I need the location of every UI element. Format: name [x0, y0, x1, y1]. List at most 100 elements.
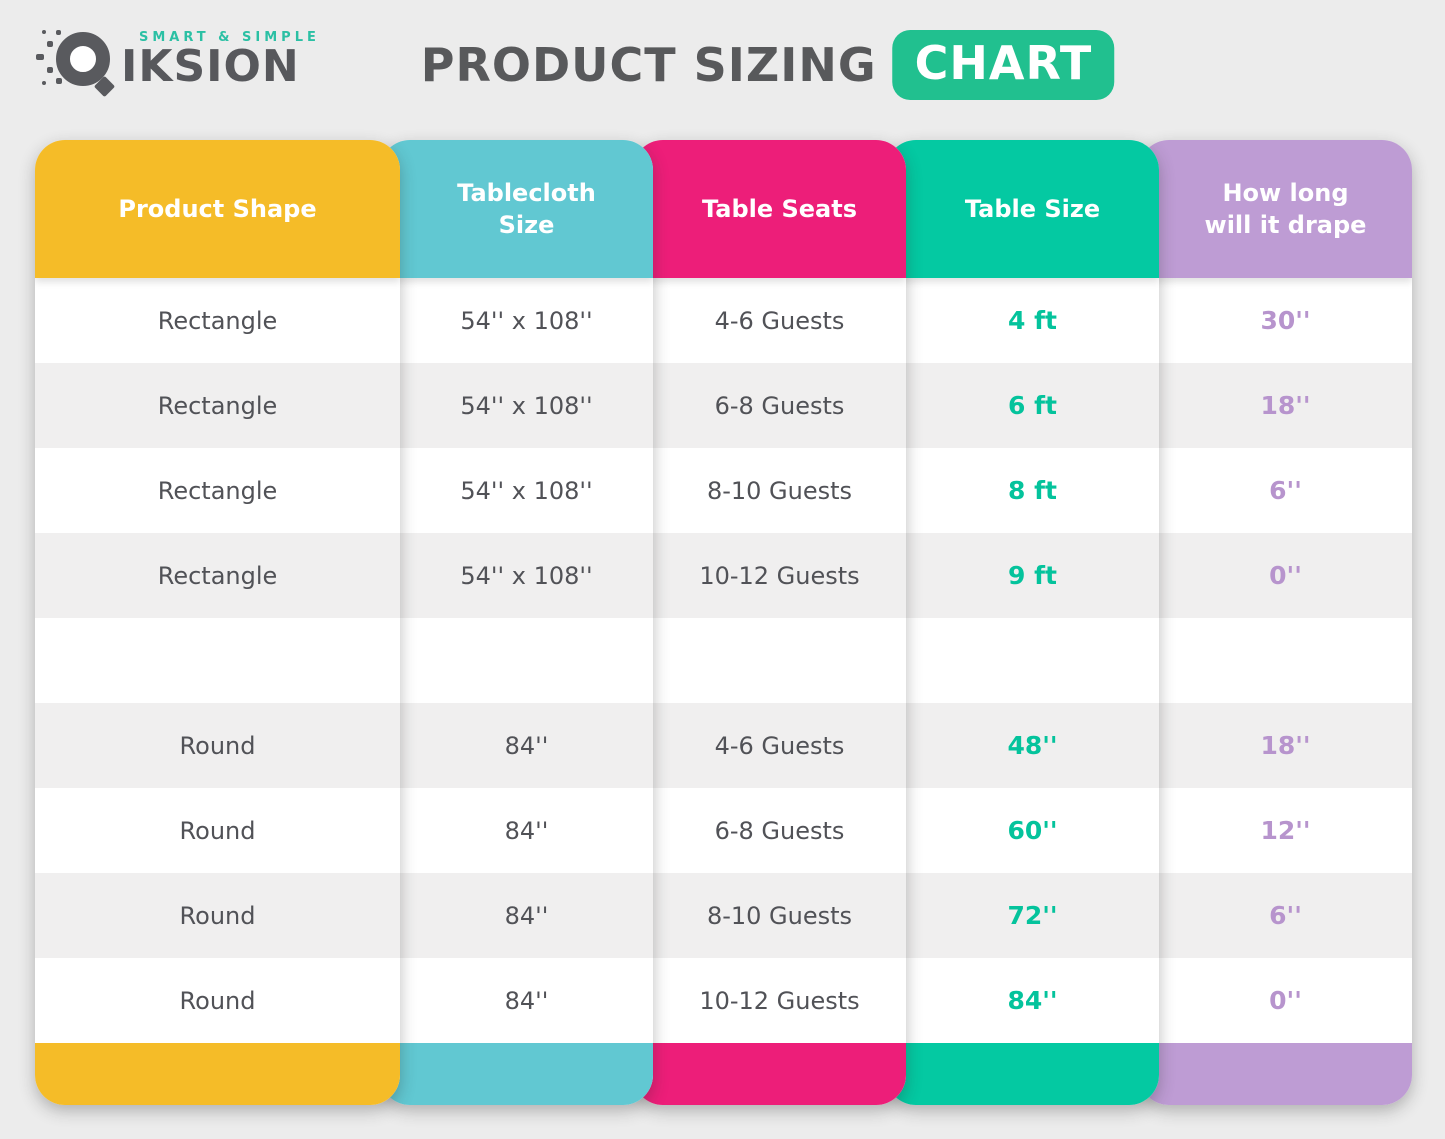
table-cell-drape: 6''	[1139, 448, 1412, 533]
cell-value: 4-6 Guests	[714, 731, 845, 760]
table-cell-size: 48''	[886, 703, 1159, 788]
cell-value: 84''	[504, 731, 549, 760]
magnifier-q-logo-icon	[36, 26, 118, 98]
cell-value: 54'' x 108''	[460, 306, 593, 335]
column-header-drape: How long will it drape	[1139, 140, 1412, 278]
table-cell-size: 60''	[886, 788, 1159, 873]
table-cell-size: 8 ft	[886, 448, 1159, 533]
column-footer-shape	[35, 1043, 400, 1105]
cell-value: 60''	[1007, 816, 1058, 845]
column-header-cloth: Tablecloth Size	[380, 140, 653, 278]
table-cell-cloth: 84''	[380, 703, 653, 788]
cell-value: 8 ft	[1008, 476, 1057, 505]
cell-value: 48''	[1007, 731, 1058, 760]
cell-value: 54'' x 108''	[460, 476, 593, 505]
column-header-seats: Table Seats	[633, 140, 906, 278]
cell-value: 10-12 Guests	[699, 561, 860, 590]
spacer-cell	[35, 618, 400, 703]
cell-value: 6-8 Guests	[714, 816, 845, 845]
table-cell-cloth: 54'' x 108''	[380, 363, 653, 448]
cell-value: 18''	[1260, 391, 1311, 420]
table-cell-seats: 10-12 Guests	[633, 533, 906, 618]
page-title: PRODUCT SIZING CHART	[421, 30, 1115, 100]
page-title-text: PRODUCT SIZING	[420, 38, 877, 92]
cell-value: Round	[179, 986, 256, 1015]
logo-tagline: SMART & SIMPLE	[139, 30, 320, 46]
cell-value: 6''	[1269, 476, 1302, 505]
cell-value: Rectangle	[157, 391, 278, 420]
cell-value: 12''	[1260, 816, 1311, 845]
table-cell-drape: 30''	[1139, 278, 1412, 363]
cell-value: Round	[179, 816, 256, 845]
cell-value: 0''	[1269, 986, 1302, 1015]
table-cell-shape: Rectangle	[35, 363, 400, 448]
table-cell-drape: 18''	[1139, 363, 1412, 448]
table-cell-cloth: 84''	[380, 873, 653, 958]
cell-value: 54'' x 108''	[460, 561, 593, 590]
column-card-shape: Product Shape Rectangle Rectangle Rectangle…	[35, 140, 400, 1105]
column-card-seats: Table Seats 4-6 Guests 6-8 Guests 8-10 Gues…	[633, 140, 906, 1105]
cell-value: Rectangle	[157, 306, 278, 335]
cell-value: 6''	[1269, 901, 1302, 930]
spacer-cell	[380, 618, 653, 703]
column-card-drape: How long will it drape 30'' 18'' 6'' 0'' 18''…	[1139, 140, 1412, 1105]
column-footer-drape	[1139, 1043, 1412, 1105]
column-card-size: Table Size 4 ft 6 ft 8 ft 9 ft 48'' 60'' 72'' 84…	[886, 140, 1159, 1105]
product-sizing-table: Product Shape Rectangle Rectangle Rectangle…	[35, 140, 1412, 1105]
cell-value: 9 ft	[1008, 561, 1057, 590]
column-footer-seats	[633, 1043, 906, 1105]
table-cell-seats: 6-8 Guests	[633, 363, 906, 448]
spacer-cell	[1139, 618, 1412, 703]
cell-value: Rectangle	[157, 476, 278, 505]
cell-value: 84''	[1007, 986, 1058, 1015]
logo-brand-name: IKSION	[121, 41, 300, 93]
cell-value: 4-6 Guests	[714, 306, 845, 335]
cell-value: 8-10 Guests	[706, 901, 853, 930]
table-cell-drape: 0''	[1139, 958, 1412, 1043]
table-cell-drape: 18''	[1139, 703, 1412, 788]
cell-value: 18''	[1260, 731, 1311, 760]
table-cell-cloth: 84''	[380, 788, 653, 873]
table-cell-seats: 10-12 Guests	[633, 958, 906, 1043]
cell-value: 0''	[1269, 561, 1302, 590]
logo-text: SMART & SIMPLE IKSION	[121, 30, 320, 90]
table-cell-seats: 6-8 Guests	[633, 788, 906, 873]
column-footer-cloth	[380, 1043, 653, 1105]
table-cell-seats: 4-6 Guests	[633, 703, 906, 788]
cell-value: 10-12 Guests	[699, 986, 860, 1015]
cell-value: 8-10 Guests	[706, 476, 853, 505]
cell-value: 54'' x 108''	[460, 391, 593, 420]
brand-logo: SMART & SIMPLE IKSION	[36, 26, 320, 98]
cell-value: 72''	[1007, 901, 1058, 930]
table-cell-size: 72''	[886, 873, 1159, 958]
column-header-shape: Product Shape	[35, 140, 400, 278]
table-cell-drape: 0''	[1139, 533, 1412, 618]
column-card-cloth: Tablecloth Size 54'' x 108'' 54'' x 108'' 5…	[380, 140, 653, 1105]
cell-value: Round	[179, 731, 256, 760]
spacer-cell	[886, 618, 1159, 703]
table-cell-size: 9 ft	[886, 533, 1159, 618]
cell-value: 6-8 Guests	[714, 391, 845, 420]
table-cell-drape: 6''	[1139, 873, 1412, 958]
page-title-badge: CHART	[892, 30, 1115, 100]
top-bar: SMART & SIMPLE IKSION PRODUCT SIZING CHA…	[0, 0, 1445, 128]
table-cell-size: 6 ft	[886, 363, 1159, 448]
table-cell-shape: Rectangle	[35, 533, 400, 618]
table-cell-shape: Round	[35, 703, 400, 788]
cell-value: 84''	[504, 901, 549, 930]
cell-value: 4 ft	[1008, 306, 1057, 335]
table-cell-size: 4 ft	[886, 278, 1159, 363]
table-cell-seats: 4-6 Guests	[633, 278, 906, 363]
table-cell-shape: Round	[35, 873, 400, 958]
table-cell-cloth: 54'' x 108''	[380, 448, 653, 533]
table-cell-cloth: 54'' x 108''	[380, 533, 653, 618]
table-cell-cloth: 54'' x 108''	[380, 278, 653, 363]
table-cell-shape: Round	[35, 788, 400, 873]
cell-value: Rectangle	[157, 561, 278, 590]
column-footer-size	[886, 1043, 1159, 1105]
table-cell-size: 84''	[886, 958, 1159, 1043]
table-cell-seats: 8-10 Guests	[633, 873, 906, 958]
table-cell-cloth: 84''	[380, 958, 653, 1043]
column-header-size: Table Size	[886, 140, 1159, 278]
